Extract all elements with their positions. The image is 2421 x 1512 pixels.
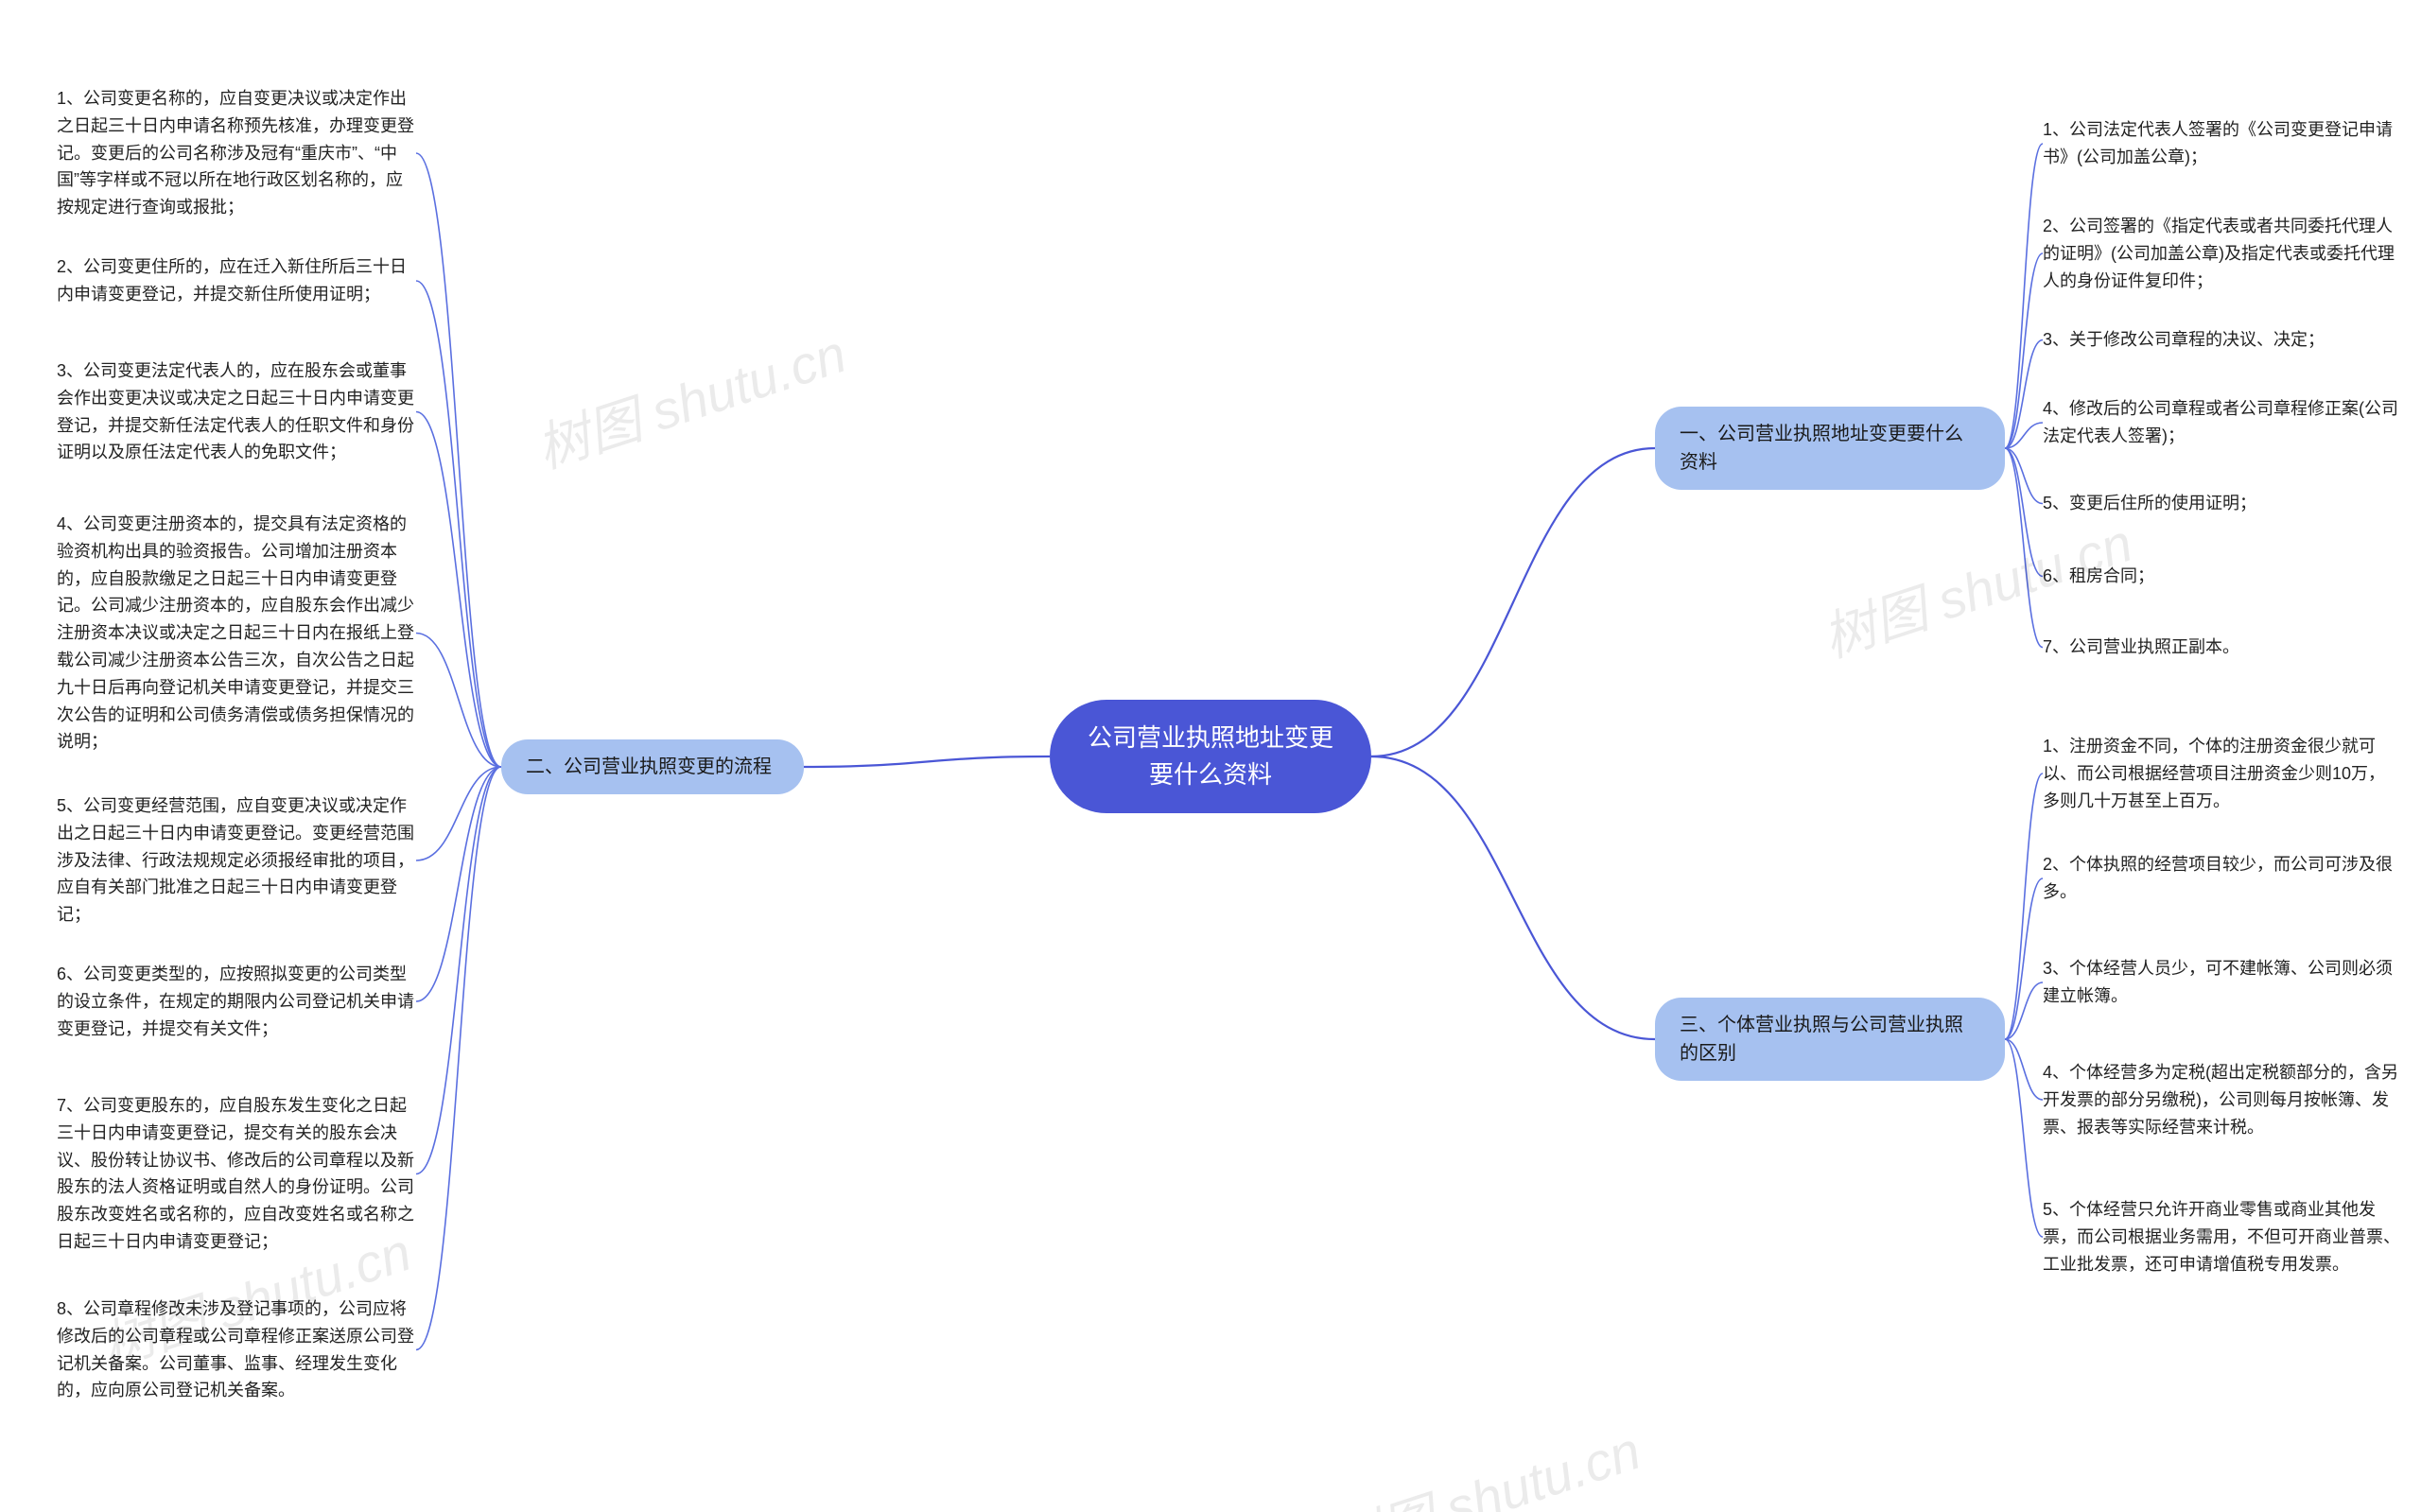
leaf-node: 6、公司变更类型的，应按照拟变更的公司类型的设立条件，在规定的期限内公司登记机关…: [57, 961, 416, 1042]
leaf-text: 3、公司变更法定代表人的，应在股东会或董事会作出变更决议或决定之日起三十日内申请…: [57, 361, 414, 461]
leaf-node: 5、个体经营只允许开商业零售或商业其他发票，而公司根据业务需用，不但可开商业普票…: [2043, 1196, 2402, 1277]
leaf-text: 4、修改后的公司章程或者公司章程修正案(公司法定代表人签署)；: [2043, 399, 2398, 445]
branch-node: 一、公司营业执照地址变更要什么资料: [1655, 407, 2005, 490]
leaf-node: 2、公司变更住所的，应在迁入新住所后三十日内申请变更登记，并提交新住所使用证明；: [57, 253, 416, 308]
watermark: 树图 shutu.cn: [526, 312, 855, 484]
center-node: 公司营业执照地址变更要什么资料: [1050, 700, 1371, 813]
leaf-text: 1、公司法定代表人签署的《公司变更登记申请书》(公司加盖公章)；: [2043, 120, 2393, 166]
watermark-text: 树图 shutu.cn: [530, 323, 853, 479]
leaf-text: 7、公司营业执照正副本。: [2043, 637, 2239, 656]
leaf-node: 6、租房合同；: [2043, 563, 2154, 590]
leaf-text: 3、个体经营人员少，可不建帐簿、公司则必须建立帐簿。: [2043, 959, 2393, 1005]
leaf-text: 6、租房合同；: [2043, 566, 2154, 585]
leaf-node: 1、公司法定代表人签署的《公司变更登记申请书》(公司加盖公章)；: [2043, 116, 2402, 171]
leaf-text: 4、个体经营多为定税(超出定税额部分的，含另开发票的部分另缴税)，公司则每月按帐…: [2043, 1063, 2398, 1137]
leaf-node: 7、公司营业执照正副本。: [2043, 634, 2239, 661]
leaf-node: 4、公司变更注册资本的，提交具有法定资格的验资机构出具的验资报告。公司增加注册资…: [57, 511, 416, 756]
leaf-text: 4、公司变更注册资本的，提交具有法定资格的验资机构出具的验资报告。公司增加注册资…: [57, 514, 414, 751]
leaf-text: 2、公司签署的《指定代表或者共同委托代理人的证明》(公司加盖公章)及指定代表或委…: [2043, 217, 2395, 290]
watermark: 树图 shutu.cn: [1320, 1409, 1649, 1512]
leaf-node: 1、公司变更名称的，应自变更决议或决定作出之日起三十日内申请名称预先核准，办理变…: [57, 85, 416, 221]
leaf-node: 3、个体经营人员少，可不建帐簿、公司则必须建立帐簿。: [2043, 955, 2402, 1010]
leaf-text: 2、公司变更住所的，应在迁入新住所后三十日内申请变更登记，并提交新住所使用证明；: [57, 257, 407, 304]
leaf-node: 1、注册资金不同，个体的注册资金很少就可以、而公司根据经营项目注册资金少则10万…: [2043, 733, 2402, 814]
leaf-text: 5、个体经营只允许开商业零售或商业其他发票，而公司根据业务需用，不但可开商业普票…: [2043, 1200, 2400, 1274]
watermark-text: 树图 shutu.cn: [1324, 1420, 1647, 1512]
leaf-node: 5、变更后住所的使用证明；: [2043, 490, 2256, 517]
leaf-text: 1、注册资金不同，个体的注册资金很少就可以、而公司根据经营项目注册资金少则10万…: [2043, 737, 2385, 810]
leaf-node: 2、个体执照的经营项目较少，而公司可涉及很多。: [2043, 851, 2402, 906]
leaf-node: 4、个体经营多为定税(超出定税额部分的，含另开发票的部分另缴税)，公司则每月按帐…: [2043, 1059, 2402, 1140]
leaf-text: 7、公司变更股东的，应自股东发生变化之日起三十日内申请变更登记，提交有关的股东会…: [57, 1096, 414, 1251]
leaf-text: 3、关于修改公司章程的决议、决定；: [2043, 330, 2325, 349]
leaf-node: 7、公司变更股东的，应自股东发生变化之日起三十日内申请变更登记，提交有关的股东会…: [57, 1092, 416, 1256]
leaf-node: 2、公司签署的《指定代表或者共同委托代理人的证明》(公司加盖公章)及指定代表或委…: [2043, 213, 2402, 294]
leaf-text: 8、公司章程修改未涉及登记事项的，公司应将修改后的公司章程或公司章程修正案送原公…: [57, 1299, 414, 1399]
branch-label: 二、公司营业执照变更的流程: [526, 756, 772, 777]
branch-label: 一、公司营业执照地址变更要什么资料: [1680, 424, 1963, 473]
leaf-text: 5、公司变更经营范围，应自变更决议或决定作出之日起三十日内申请变更登记。变更经营…: [57, 796, 414, 924]
leaf-text: 5、变更后住所的使用证明；: [2043, 494, 2256, 513]
leaf-node: 3、公司变更法定代表人的，应在股东会或董事会作出变更决议或决定之日起三十日内申请…: [57, 357, 416, 466]
leaf-node: 4、修改后的公司章程或者公司章程修正案(公司法定代表人签署)；: [2043, 395, 2402, 450]
leaf-text: 2、个体执照的经营项目较少，而公司可涉及很多。: [2043, 855, 2393, 901]
leaf-text: 1、公司变更名称的，应自变更决议或决定作出之日起三十日内申请名称预先核准，办理变…: [57, 89, 414, 217]
branch-node: 二、公司营业执照变更的流程: [501, 739, 804, 794]
leaf-node: 3、关于修改公司章程的决议、决定；: [2043, 326, 2325, 354]
branch-node: 三、个体营业执照与公司营业执照的区别: [1655, 998, 2005, 1081]
leaf-node: 8、公司章程修改未涉及登记事项的，公司应将修改后的公司章程或公司章程修正案送原公…: [57, 1295, 416, 1404]
center-label: 公司营业执照地址变更要什么资料: [1078, 720, 1343, 793]
leaf-node: 5、公司变更经营范围，应自变更决议或决定作出之日起三十日内申请变更登记。变更经营…: [57, 792, 416, 929]
leaf-text: 6、公司变更类型的，应按照拟变更的公司类型的设立条件，在规定的期限内公司登记机关…: [57, 965, 414, 1038]
branch-label: 三、个体营业执照与公司营业执照的区别: [1680, 1015, 1963, 1064]
